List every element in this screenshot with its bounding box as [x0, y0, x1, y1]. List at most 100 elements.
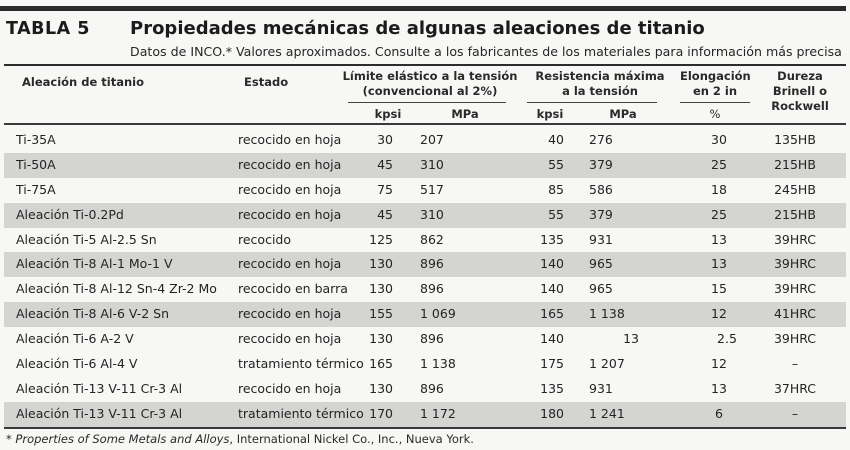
cell-alloy: Aleación Ti-13 V-11 Cr-3 Al — [16, 405, 183, 421]
cell-elongation: 25 — [711, 206, 727, 222]
yield-group-rule — [348, 102, 506, 103]
cell-state: tratamiento térmico — [238, 405, 364, 421]
cell-alloy: Ti-35A — [16, 132, 56, 147]
col-header-hardness-line3: Rockwell — [771, 99, 829, 113]
table-bottom-rule — [4, 427, 846, 429]
cell-alloy: Aleación Ti-8 Al-12 Sn-4 Zr-2 Mo — [16, 281, 217, 297]
cell-hardness: 215HB — [774, 156, 816, 172]
table-subtitle: Datos de INCO.* Valores aproximados. Con… — [130, 44, 842, 59]
cell-elongation: 12 — [711, 306, 727, 322]
col-header-alloy: Aleación de titanio — [22, 75, 145, 89]
cell-tensile-kpsi: 140 — [540, 256, 564, 272]
cell-hardness: 39HRC — [773, 231, 817, 247]
cell-alloy: Aleación Ti-13 V-11 Cr-3 Al — [16, 380, 183, 396]
cell-state: recocido en hoja — [238, 256, 342, 272]
cell-elongation: 15 — [711, 281, 727, 297]
cell-yield-kpsi: 130 — [369, 380, 393, 396]
cell-tensile-kpsi: 55 — [548, 156, 564, 172]
col-header-elongation: Elongación en 2 in — [680, 69, 751, 99]
table-row: Aleación Ti-0.2Pd recocido en hoja 45 31… — [4, 202, 846, 228]
cell-elongation: 13 — [711, 380, 727, 396]
cell-yield-kpsi: 30 — [377, 132, 393, 147]
cell-elongation: 18 — [711, 181, 727, 197]
table-row: Aleación Ti-8 Al-1 Mo-1 V recocido en ho… — [4, 252, 846, 278]
cell-tensile-mpa: 965 — [589, 256, 613, 272]
cell-yield-mpa: 896 — [420, 380, 444, 396]
cell-state: recocido en hoja — [238, 380, 342, 396]
top-decorative-bar — [0, 6, 846, 11]
table-row: Aleación Ti-8 Al-6 V-2 Sn recocido en ho… — [4, 302, 846, 328]
cell-alloy: Aleación Ti-8 Al-1 Mo-1 V — [16, 256, 173, 272]
table-row: Aleación Ti-6 Al-4 V tratamiento térmico… — [4, 352, 846, 377]
cell-state: recocido en hoja — [238, 331, 342, 347]
col-header-tensile-line2: a la tensión — [562, 84, 638, 98]
cell-state: recocido en barra — [238, 281, 348, 297]
table-row: Aleación Ti-13 V-11 Cr-3 Al recocido en … — [4, 377, 846, 402]
col-header-elongation-line2: en 2 in — [692, 84, 738, 98]
cell-hardness: 39HRC — [773, 281, 817, 297]
cell-yield-kpsi: 130 — [369, 256, 393, 272]
cell-yield-kpsi: 75 — [377, 181, 393, 197]
cell-yield-mpa: 207 — [420, 132, 444, 147]
cell-yield-kpsi: 45 — [377, 206, 393, 222]
col-header-elongation-unit: % — [709, 107, 721, 121]
col-header-tensile-line1: Resistencia máxima — [535, 69, 665, 83]
header-bottom-rule — [4, 123, 846, 125]
cell-yield-mpa: 1 172 — [420, 405, 456, 421]
cell-yield-mpa: 310 — [420, 156, 444, 172]
col-header-tensile-kpsi: kpsi — [536, 107, 564, 121]
cell-alloy: Aleación Ti-6 Al-4 V — [16, 356, 138, 372]
cell-hardness: 135HB — [774, 132, 816, 147]
cell-tensile-mpa: 276 — [589, 132, 613, 147]
cell-tensile-kpsi: 175 — [540, 356, 564, 372]
table-title: Propiedades mecánicas de algunas aleacio… — [130, 18, 705, 39]
cell-alloy: Aleación Ti-0.2Pd — [16, 206, 124, 222]
cell-hardness: 39HRC — [773, 256, 817, 272]
tensile-group-rule — [527, 102, 657, 103]
cell-yield-mpa: 1 138 — [420, 356, 456, 372]
cell-elongation: 12 — [711, 356, 727, 372]
table-row: Aleación Ti-13 V-11 Cr-3 Al tratamiento … — [4, 401, 846, 427]
cell-yield-mpa: 1 069 — [420, 306, 456, 322]
cell-tensile-kpsi: 140 — [540, 331, 564, 347]
footnote-source-rest: , International Nickel Co., Inc., Nueva … — [229, 432, 474, 446]
cell-yield-kpsi: 155 — [369, 306, 393, 322]
cell-state: recocido en hoja — [238, 206, 342, 222]
cell-alloy: Ti-50A — [16, 156, 56, 172]
cell-yield-kpsi: 130 — [369, 281, 393, 297]
table-row: Ti-50A recocido en hoja 45 310 55 379 25… — [4, 152, 846, 178]
cell-tensile-mpa: 13 — [623, 331, 639, 347]
cell-yield-kpsi: 165 — [369, 356, 393, 372]
table-number-label: TABLA 5 — [6, 19, 90, 39]
cell-yield-kpsi: 170 — [369, 405, 393, 421]
cell-elongation: 30 — [711, 132, 727, 147]
cell-hardness: – — [791, 405, 799, 421]
cell-elongation: 13 — [711, 256, 727, 272]
cell-tensile-kpsi: 140 — [540, 281, 564, 297]
cell-yield-mpa: 896 — [420, 281, 444, 297]
footnote: * Properties of Some Metals and Alloys, … — [6, 432, 474, 446]
cell-tensile-kpsi: 85 — [548, 181, 564, 197]
cell-elongation: 13 — [711, 231, 727, 247]
cell-tensile-kpsi: 135 — [540, 231, 564, 247]
table-row: Aleación Ti-6 A-2 V recocido en hoja 130… — [4, 327, 846, 352]
cell-tensile-kpsi: 165 — [540, 306, 564, 322]
cell-alloy: Aleación Ti-6 A-2 V — [16, 331, 134, 347]
footnote-source-title: Properties of Some Metals and Alloys — [15, 432, 230, 446]
cell-tensile-mpa: 379 — [589, 156, 613, 172]
table-row: Aleación Ti-8 Al-12 Sn-4 Zr-2 Mo recocid… — [4, 277, 846, 302]
cell-alloy: Aleación Ti-5 Al-2.5 Sn — [16, 231, 157, 247]
cell-alloy: Aleación Ti-8 Al-6 V-2 Sn — [16, 306, 169, 322]
col-header-yield-line2: (convencional al 2%) — [362, 84, 498, 98]
cell-state: recocido en hoja — [238, 306, 342, 322]
col-header-state: Estado — [244, 75, 289, 89]
cell-tensile-kpsi: 40 — [548, 132, 564, 147]
cell-yield-mpa: 310 — [420, 206, 444, 222]
cell-hardness: – — [791, 356, 799, 372]
cell-alloy: Ti-75A — [16, 181, 56, 197]
cell-elongation: 25 — [711, 156, 727, 172]
table-row: Ti-35A recocido en hoja 30 207 40 276 30… — [4, 128, 846, 153]
cell-hardness: 215HB — [774, 206, 816, 222]
col-header-yield-kpsi: kpsi — [374, 107, 402, 121]
cell-state: recocido — [238, 231, 292, 247]
